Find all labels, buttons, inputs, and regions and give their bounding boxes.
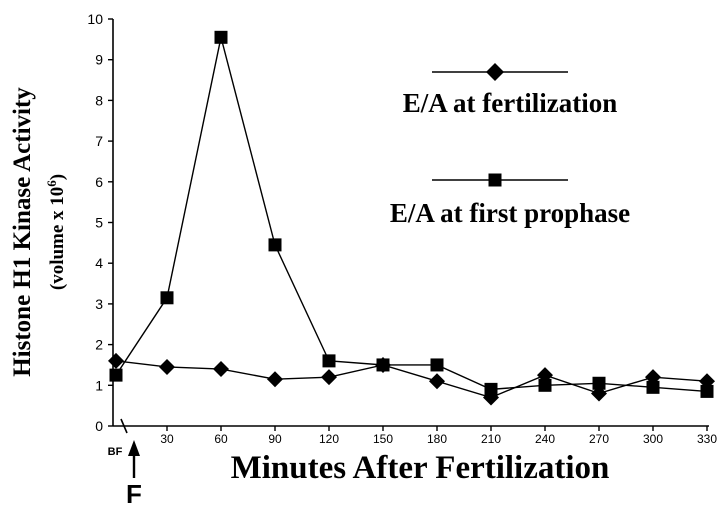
x-tick-label: 300 — [643, 432, 663, 446]
y-tick-label: 3 — [95, 296, 103, 312]
x-axis-label: Minutes After Fertilization — [231, 450, 610, 486]
x-tick-label: 120 — [319, 432, 339, 446]
legend-entry: E/A at first prophase — [390, 173, 630, 228]
y-axis-title: Histone H1 Kinase Activity (volume x 106… — [9, 87, 68, 377]
legend-diamond-marker — [486, 63, 504, 81]
y-tick-label: 6 — [95, 174, 103, 190]
y-tick-label: 9 — [95, 52, 103, 68]
legend-square-marker — [488, 173, 502, 187]
y-axis-ticks: 0 1 2 3 4 5 6 7 8 9 10 — [87, 11, 113, 434]
square-point — [322, 354, 336, 368]
y-tick-label: 5 — [95, 215, 103, 231]
x-tick-label: 330 — [697, 432, 717, 446]
legend-label: E/A at fertilization — [403, 88, 617, 118]
y-axis-label: Histone H1 Kinase Activity — [9, 87, 36, 377]
x-tick-label: 150 — [373, 432, 393, 446]
x-tick-label: 90 — [268, 432, 282, 446]
square-point — [268, 238, 282, 252]
x-tick-label: BF — [108, 446, 123, 458]
series-layer — [108, 30, 715, 406]
square-point — [160, 291, 174, 305]
y-tick-label: 4 — [95, 255, 103, 271]
y-tick-label: 1 — [95, 377, 103, 393]
x-axis-ticks: BF 30 60 90 120 150 180 210 240 270 300 330 — [108, 426, 717, 458]
square-point — [430, 358, 444, 372]
diamond-point — [213, 361, 229, 378]
axis-break-mark — [120, 418, 128, 434]
legend-label: E/A at first prophase — [390, 198, 630, 228]
diamond-point — [108, 352, 124, 369]
x-tick-label: 30 — [160, 432, 174, 446]
square-point — [214, 30, 228, 44]
diamond-point — [321, 369, 337, 386]
square-point — [592, 376, 606, 390]
x-tick-label: 210 — [481, 432, 501, 446]
series-line — [115, 37, 708, 393]
x-tick-label: 180 — [427, 432, 447, 446]
fertilization-marker: F — [120, 418, 142, 505]
x-tick-label: 240 — [535, 432, 555, 446]
series-line — [115, 360, 708, 399]
diamond-point — [429, 373, 445, 390]
x-tick-label: 270 — [589, 432, 609, 446]
diamond-point — [159, 358, 175, 375]
legend-entry: E/A at fertilization — [403, 63, 617, 118]
square-point — [538, 378, 552, 392]
y-axis-unit-label: (volume x 106) — [44, 174, 69, 290]
series-first-prophase — [109, 30, 714, 398]
square-point — [109, 368, 123, 382]
y-tick-label: 2 — [95, 337, 103, 353]
square-point — [646, 380, 660, 394]
square-point — [484, 382, 498, 396]
arrow-head — [128, 440, 140, 456]
legend: E/A at fertilization E/A at first prophas… — [390, 63, 630, 228]
x-tick-label: 60 — [214, 432, 228, 446]
y-tick-label: 10 — [87, 11, 103, 27]
diamond-point — [267, 371, 283, 388]
y-tick-label: 7 — [95, 133, 103, 149]
series-fertilization — [108, 352, 715, 406]
y-tick-label: 8 — [95, 92, 103, 108]
square-point — [700, 384, 714, 398]
square-point — [376, 358, 390, 372]
fertilization-label: F — [126, 479, 142, 505]
y-tick-label: 0 — [95, 418, 103, 434]
